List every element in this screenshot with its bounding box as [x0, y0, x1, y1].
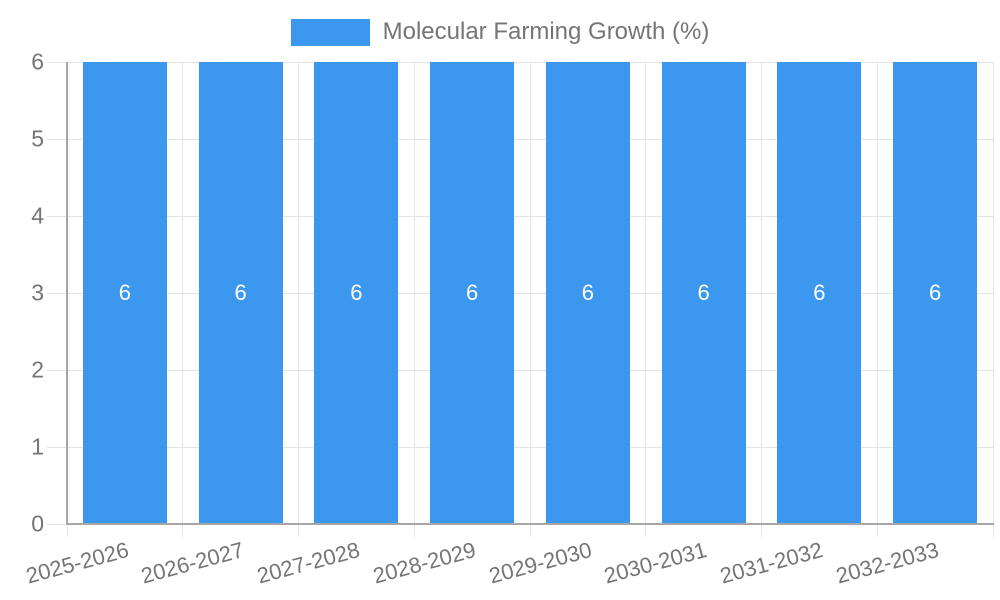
- y-tickmark: [47, 292, 67, 294]
- legend-label: Molecular Farming Growth (%): [382, 18, 710, 45]
- x-gridline: [298, 62, 299, 524]
- y-tickmark: [47, 523, 67, 525]
- x-tickmark: [992, 524, 994, 537]
- y-tickmark: [47, 446, 67, 448]
- x-axis-tick-label: 2025-2026: [22, 537, 132, 589]
- x-axis-tick-label: 2029-2030: [485, 537, 595, 589]
- bar-2025-2026[interactable]: [82, 62, 167, 524]
- bar-2032-2033[interactable]: [893, 62, 978, 524]
- bar-2027-2028[interactable]: [314, 62, 399, 524]
- legend[interactable]: Molecular Farming Growth (%): [0, 17, 1000, 47]
- x-tickmark: [182, 524, 184, 537]
- x-gridline: [761, 62, 762, 524]
- x-axis-tick-label: 2027-2028: [254, 537, 363, 589]
- x-axis-tick-label: 2031-2032: [717, 537, 826, 589]
- y-axis-tick-label: 5: [31, 125, 44, 152]
- x-tickmark: [761, 524, 762, 537]
- x-gridline: [645, 62, 647, 524]
- x-gridline: [413, 62, 415, 524]
- x-tickmark: [66, 524, 68, 537]
- x-gridline: [182, 62, 184, 524]
- x-gridline: [992, 62, 994, 524]
- y-axis-tick-label: 3: [31, 279, 44, 306]
- x-gridline: [876, 62, 878, 524]
- x-tickmark: [529, 524, 531, 537]
- x-axis-tick-label: 2028-2029: [370, 537, 479, 589]
- bar-2031-2032[interactable]: [777, 62, 862, 524]
- bar-2026-2027[interactable]: [198, 62, 283, 524]
- y-axis-line: [66, 62, 68, 524]
- y-axis-tick-label: 2: [31, 356, 44, 383]
- x-tickmark: [413, 524, 415, 537]
- x-axis-tick-label: 2026-2027: [138, 537, 247, 589]
- x-axis-tick-label: 2032-2033: [833, 537, 942, 589]
- bar-2029-2030[interactable]: [545, 62, 630, 524]
- bar-2028-2029[interactable]: [430, 62, 515, 524]
- x-tickmark: [876, 524, 878, 537]
- x-tickmark: [298, 524, 299, 537]
- y-axis-tick-label: 1: [31, 433, 44, 460]
- y-axis-tick-label: 0: [31, 510, 44, 537]
- x-axis-tick-label: 2030-2031: [601, 537, 710, 589]
- y-tickmark: [47, 61, 67, 63]
- bar-2030-2031[interactable]: [661, 62, 746, 524]
- y-tickmark: [47, 369, 67, 371]
- x-axis-line: [66, 523, 994, 525]
- y-axis-tick-label: 6: [31, 48, 44, 75]
- x-gridline: [529, 62, 531, 524]
- y-tickmark: [47, 215, 67, 217]
- y-axis-tick-label: 4: [31, 202, 44, 229]
- y-tickmark: [47, 138, 67, 140]
- legend-swatch: [290, 18, 370, 46]
- x-tickmark: [645, 524, 647, 537]
